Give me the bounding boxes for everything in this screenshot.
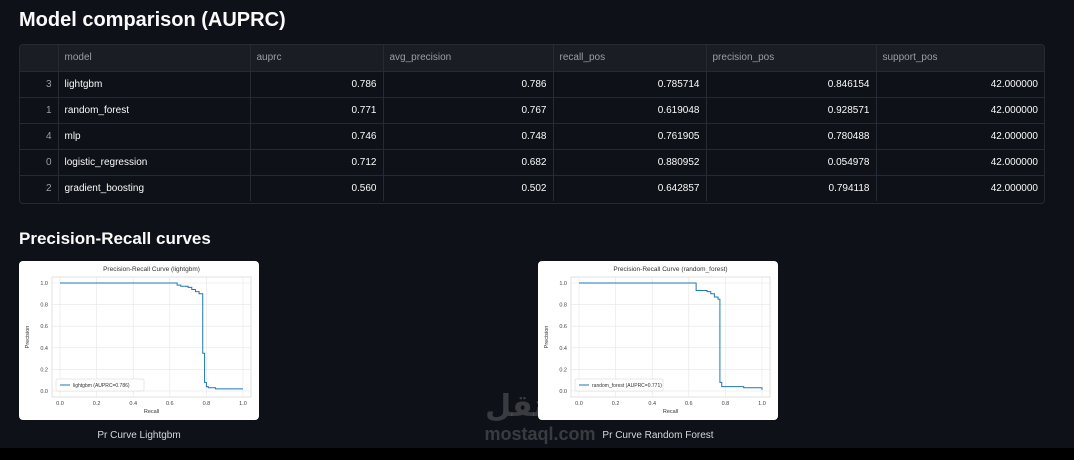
cell-support-pos[interactable]: 42.000000 [876, 97, 1044, 124]
table-header-row: model auprc avg_precision recall_pos pre… [20, 45, 1044, 72]
y-tick-label: 0.6 [559, 324, 567, 330]
plot-area [51, 276, 252, 398]
cell-model[interactable]: mlp [58, 123, 251, 150]
x-tick-label: 0.6 [166, 401, 174, 407]
cell-support-pos[interactable]: 42.000000 [990, 182, 1038, 194]
pr-curve-image-random-forest[interactable]: Precision-Recall Curve (random_forest) 0.… [538, 261, 778, 420]
cell-avg-precision[interactable]: 0.502 [383, 175, 554, 201]
y-tick-label: 0.2 [40, 367, 48, 373]
chart-title: Precision-Recall Curve (random_forest) [613, 266, 727, 273]
cell-recall-pos[interactable]: 0.785714 [553, 71, 707, 98]
section-title: Precision-Recall curves [19, 229, 211, 248]
cell-model[interactable]: logistic_regression [58, 149, 251, 176]
col-header-index[interactable] [20, 45, 59, 72]
x-axis-label: Recall [663, 409, 678, 415]
cell-index[interactable]: 2 [20, 175, 59, 201]
cell-recall-pos[interactable]: 0.642857 [553, 175, 707, 201]
col-header-support-pos[interactable]: support_pos [876, 45, 1044, 72]
cell-index[interactable]: 3 [20, 71, 59, 98]
table-row: 2 gradient_boosting 0.560 0.502 0.642857… [20, 175, 1044, 201]
cell-auprc[interactable]: 0.786 [250, 71, 384, 98]
cell-avg-precision[interactable]: 0.786 [383, 71, 554, 98]
x-tick-label: 0.2 [612, 401, 620, 407]
x-tick-label: 0.2 [93, 401, 101, 407]
series-line [60, 282, 243, 390]
pr-curve-chart: Precision-Recall Curve (lightgbm) 0.0 0.2 0… [25, 266, 252, 415]
cell-auprc[interactable]: 0.712 [250, 149, 384, 176]
comparison-table[interactable]: model auprc avg_precision recall_pos pre… [19, 44, 1045, 204]
cell-index[interactable]: 0 [20, 149, 59, 176]
x-tick-label: 1.0 [758, 401, 766, 407]
series-line [579, 282, 763, 390]
cell-recall-pos[interactable]: 0.761905 [553, 123, 707, 150]
bottom-bar [0, 448, 1074, 460]
legend-label: random_forest (AUPRC=0.771) [592, 383, 662, 389]
cell-recall-pos[interactable]: 0.619048 [553, 97, 707, 124]
cell-index[interactable]: 4 [20, 123, 59, 150]
cell-support-pos[interactable]: 42.000000 [876, 71, 1044, 98]
cell-precision-pos[interactable]: 0.780488 [706, 123, 877, 150]
legend-box [574, 378, 664, 392]
x-tick-label: 0.4 [129, 401, 137, 407]
y-tick-label: 0.4 [559, 346, 567, 352]
cell-precision-pos[interactable]: 0.054978 [706, 149, 877, 176]
watermark: مستقل mostaql.com [470, 390, 610, 450]
chart-title: Precision-Recall Curve (lightgbm) [103, 266, 200, 273]
cell-precision-pos[interactable]: 0.794118 [706, 175, 877, 201]
y-axis-label: Precision [544, 326, 550, 349]
cell-recall-pos[interactable]: 0.880952 [553, 149, 707, 176]
x-tick-label: 0.8 [203, 401, 211, 407]
col-header-avg-precision[interactable]: avg_precision [383, 45, 554, 72]
table-row: 0 logistic_regression 0.712 0.682 0.8809… [20, 149, 1044, 176]
cell-model[interactable]: random_forest [58, 97, 251, 124]
chart-caption: Pr Curve Lightgbm [97, 430, 181, 441]
y-tick-label: 0.6 [40, 324, 48, 330]
chart-caption: Pr Curve Random Forest [602, 430, 714, 441]
cell-auprc[interactable]: 0.746 [250, 123, 384, 150]
legend-label: lightgbm (AUPRC=0.786) [73, 383, 130, 389]
pr-curve-chart: Precision-Recall Curve (random_forest) 0.… [544, 266, 771, 415]
y-tick-label: 1.0 [40, 281, 48, 287]
pr-curve-image-lightgbm[interactable]: Precision-Recall Curve (lightgbm) 0.0 0.2 0… [19, 261, 259, 420]
plot-area [570, 276, 771, 398]
y-tick-label: 0.8 [40, 303, 48, 309]
cell-auprc[interactable]: 0.560 [250, 175, 384, 201]
cell-model[interactable]: lightgbm [58, 71, 251, 98]
cell-precision-pos[interactable]: 0.846154 [706, 71, 877, 98]
x-tick-label: 0.0 [575, 401, 583, 407]
page-title: Model comparison (AUPRC) [19, 9, 286, 31]
x-tick-label: 0.8 [722, 401, 730, 407]
col-header-precision-pos[interactable]: precision_pos [706, 45, 877, 72]
cell-model[interactable]: gradient_boosting [58, 175, 251, 201]
cell-support-pos[interactable]: 42.000000 [876, 149, 1044, 176]
table-row: 4 mlp 0.746 0.748 0.761905 0.780488 42.0… [20, 123, 1044, 150]
col-header-recall-pos[interactable]: recall_pos [553, 45, 707, 72]
watermark-text: mostaql.com [484, 424, 596, 444]
y-tick-label: 0.4 [40, 346, 48, 352]
legend-box [55, 378, 145, 392]
x-tick-label: 0.6 [685, 401, 693, 407]
x-tick-label: 0.4 [648, 401, 656, 407]
y-tick-label: 0.0 [40, 389, 48, 395]
col-header-model[interactable]: model [58, 45, 251, 72]
y-axis-label: Precision [25, 326, 31, 349]
table-row: 1 random_forest 0.771 0.767 0.619048 0.9… [20, 97, 1044, 124]
table-row: 3 lightgbm 0.786 0.786 0.785714 0.846154… [20, 71, 1044, 98]
cell-index[interactable]: 1 [20, 97, 59, 124]
x-tick-label: 0.0 [56, 401, 64, 407]
cell-support-pos[interactable]: 42.000000 [876, 123, 1044, 150]
y-tick-label: 1.0 [559, 281, 567, 287]
x-axis-label: Recall [144, 409, 159, 415]
cell-auprc[interactable]: 0.771 [250, 97, 384, 124]
cell-avg-precision[interactable]: 0.748 [383, 123, 554, 150]
cell-avg-precision[interactable]: 0.682 [383, 149, 554, 176]
watermark-logo: مستقل [485, 390, 595, 423]
y-tick-label: 0.8 [559, 303, 567, 309]
y-tick-label: 0.2 [559, 367, 567, 373]
cell-precision-pos[interactable]: 0.928571 [706, 97, 877, 124]
x-tick-label: 1.0 [239, 401, 247, 407]
cell-avg-precision[interactable]: 0.767 [383, 97, 554, 124]
col-header-auprc[interactable]: auprc [250, 45, 384, 72]
y-tick-label: 0.0 [559, 389, 567, 395]
